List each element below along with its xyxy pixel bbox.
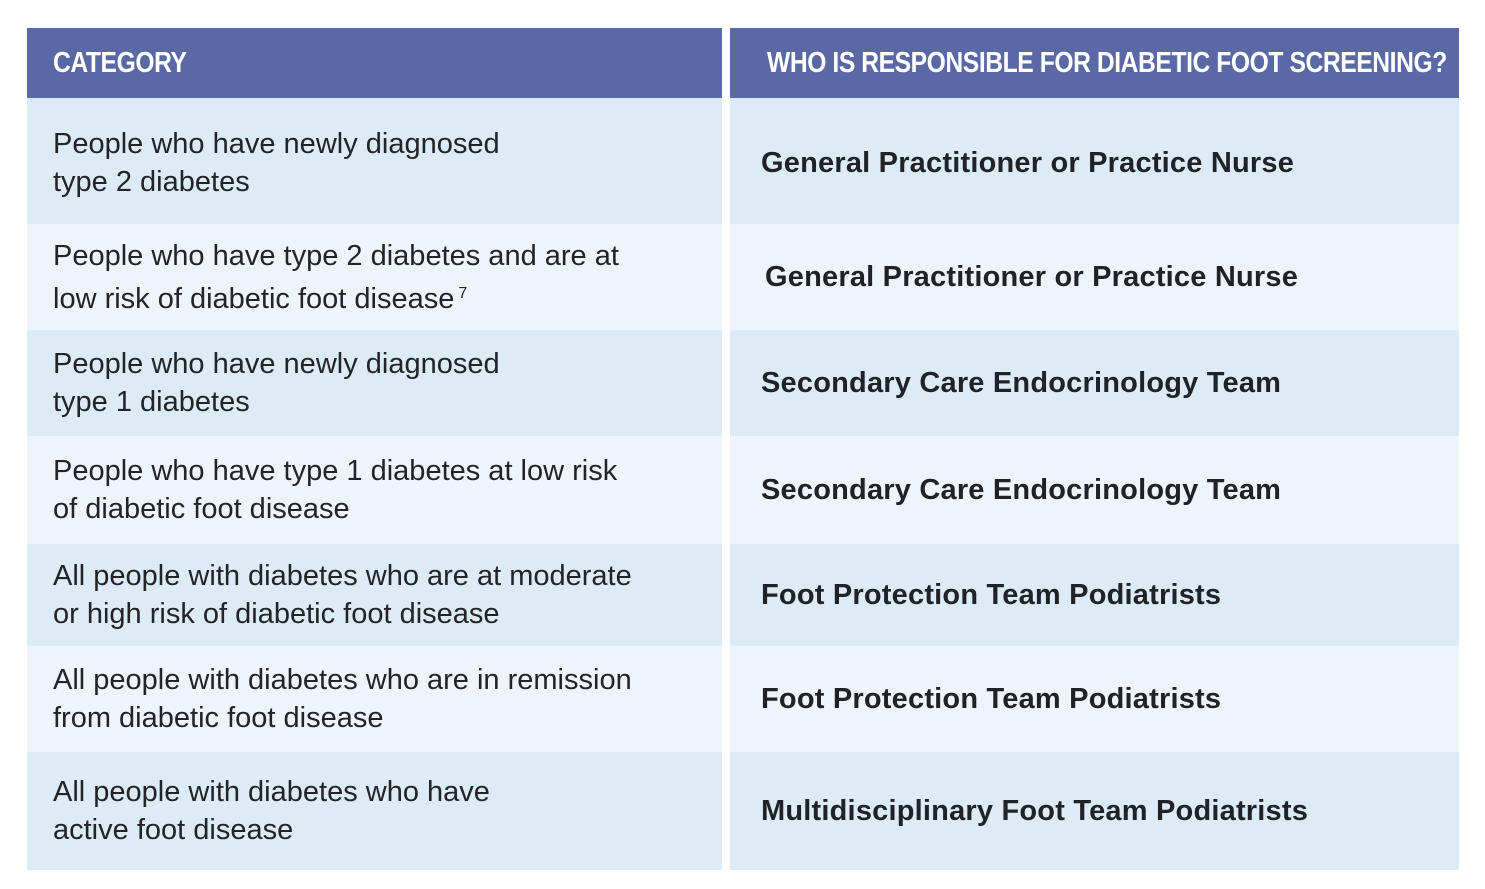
row-4-responsible: Secondary Care Endocrinology Team — [730, 436, 1459, 544]
row-1-responsible: General Practitioner or Practice Nurse — [730, 102, 1459, 224]
row-4-category-text: People who have type 1 diabetes at low r… — [53, 455, 618, 525]
diabetic-foot-screening-table: CATEGORY WHO IS RESPONSIBLE FOR DIABETIC… — [27, 28, 1459, 870]
row-5-category: All people with diabetes who are at mode… — [27, 544, 722, 646]
row-6-category: All people with diabetes who are in remi… — [27, 646, 722, 752]
row-2-responsible: General Practitioner or Practice Nurse — [730, 224, 1459, 330]
row-6-responsible: Foot Protection Team Podiatrists — [730, 646, 1459, 752]
row-6-category-text: All people with diabetes who are in remi… — [53, 664, 632, 734]
row-3-category: People who have newly diagnosed type 1 d… — [27, 330, 722, 436]
row-4-category: People who have type 1 diabetes at low r… — [27, 436, 722, 544]
header-responsible: WHO IS RESPONSIBLE FOR DIABETIC FOOT SCR… — [730, 28, 1459, 102]
row-1-category-text: People who have newly diagnosed type 2 d… — [53, 128, 500, 198]
header-category: CATEGORY — [27, 28, 722, 102]
row-7-category: All people with diabetes who have active… — [27, 752, 722, 870]
row-5-responsible: Foot Protection Team Podiatrists — [730, 544, 1459, 646]
row-1-category: People who have newly diagnosed type 2 d… — [27, 102, 722, 224]
row-3-responsible: Secondary Care Endocrinology Team — [730, 330, 1459, 436]
row-2-category: People who have type 2 diabetes and are … — [27, 224, 722, 330]
row-2-footnote: 7 — [458, 284, 468, 302]
row-2-category-text: People who have type 2 diabetes and are … — [53, 239, 619, 315]
row-7-responsible: Multidisciplinary Foot Team Podiatrists — [730, 752, 1459, 870]
row-3-category-text: People who have newly diagnosed type 1 d… — [53, 348, 500, 418]
row-5-category-text: All people with diabetes who are at mode… — [53, 560, 632, 630]
row-7-category-text: All people with diabetes who have active… — [53, 776, 490, 846]
